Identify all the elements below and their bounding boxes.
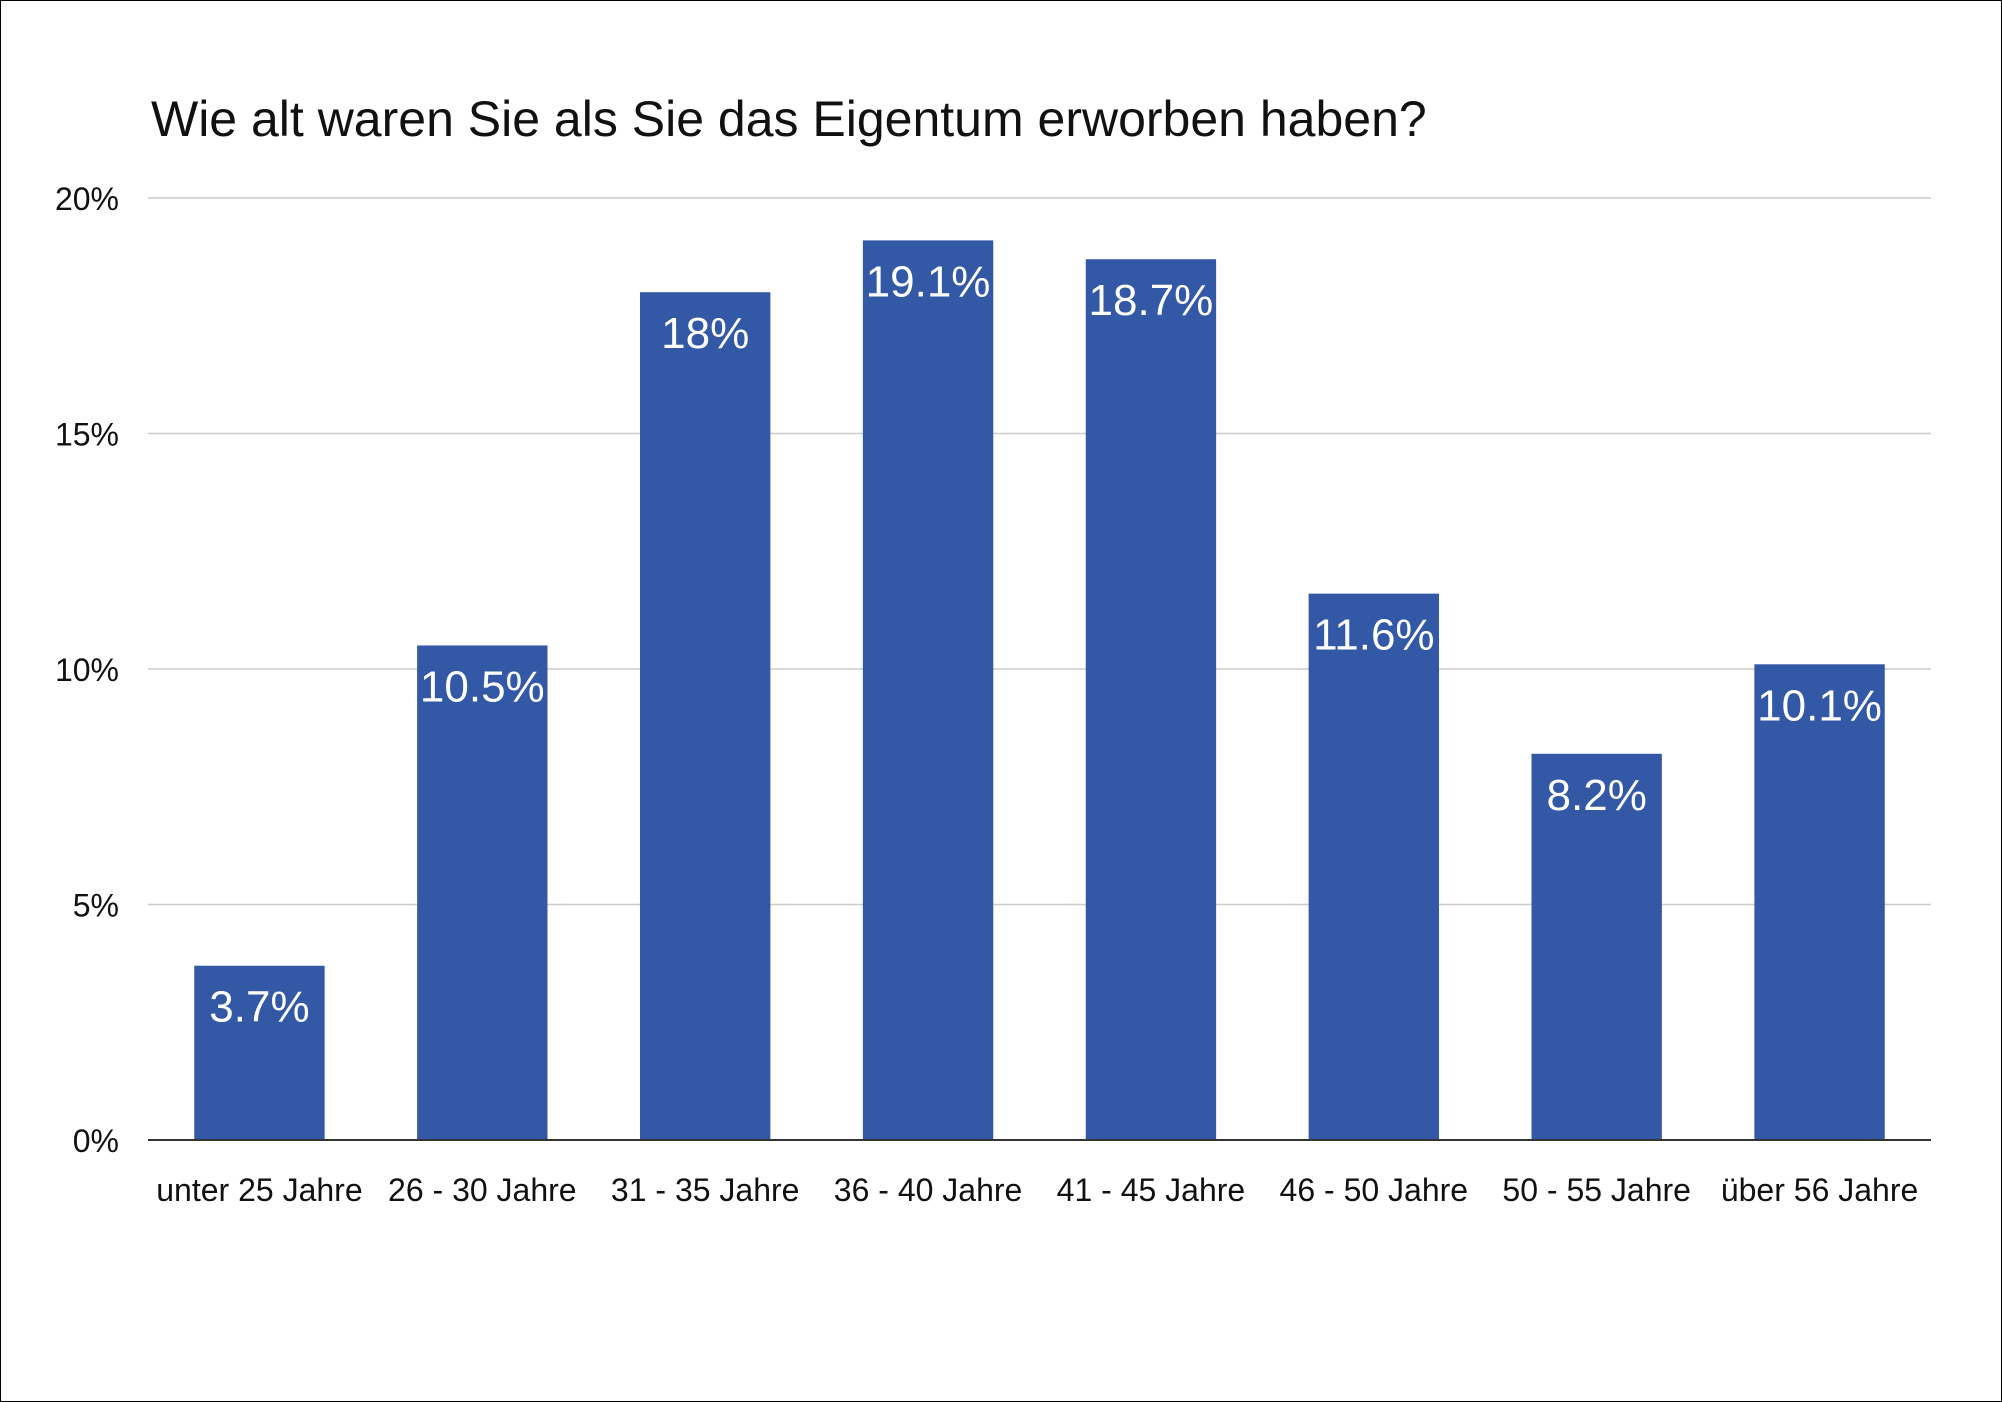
bars [194,240,1885,1141]
bar [1308,593,1440,1140]
x-tick-label: 26 - 30 Jahre [388,1172,577,1208]
x-tick-label: unter 25 Jahre [156,1172,362,1208]
y-tick-label: 20% [55,181,119,217]
y-tick-label: 10% [55,652,119,688]
y-tick-label: 15% [55,417,119,453]
data-label: 11.6% [1313,611,1435,660]
bar [1754,664,1885,1140]
data-label: 3.7% [209,983,309,1032]
bar [417,645,548,1140]
data-label: 10.1% [1757,681,1882,730]
x-tick-label: 31 - 35 Jahre [611,1172,800,1208]
data-label: 10.5% [420,662,545,711]
y-axis-ticks: 0% 5% 10% 15% 20% [55,181,119,1159]
x-tick-label: 36 - 40 Jahre [834,1172,1023,1208]
bar [194,965,325,1140]
chart-title: Wie alt waren Sie als Sie das Eigentum e… [151,91,1427,147]
bar [1531,753,1662,1140]
x-tick-label: 50 - 55 Jahre [1502,1172,1691,1208]
data-label: 18.7% [1089,276,1214,325]
x-tick-label: über 56 Jahre [1721,1172,1918,1208]
gridlines [148,197,1931,906]
data-label: 18% [661,309,749,358]
data-label: 19.1% [866,257,991,306]
x-tick-label: 41 - 45 Jahre [1057,1172,1246,1208]
data-label: 8.2% [1547,771,1647,820]
data-labels: 3.7% 10.5% 18% 19.1% 18.7% 11.6% 8.2% 10.1% [209,257,1882,1031]
x-tick-label: 46 - 50 Jahre [1280,1172,1469,1208]
y-tick-label: 5% [73,888,119,924]
y-tick-label: 0% [73,1123,119,1159]
bar [639,292,771,1140]
x-axis-ticks: unter 25 Jahre 26 - 30 Jahre 31 - 35 Jahre… [156,1172,1918,1208]
bar [862,240,994,1140]
bar [1085,259,1217,1141]
